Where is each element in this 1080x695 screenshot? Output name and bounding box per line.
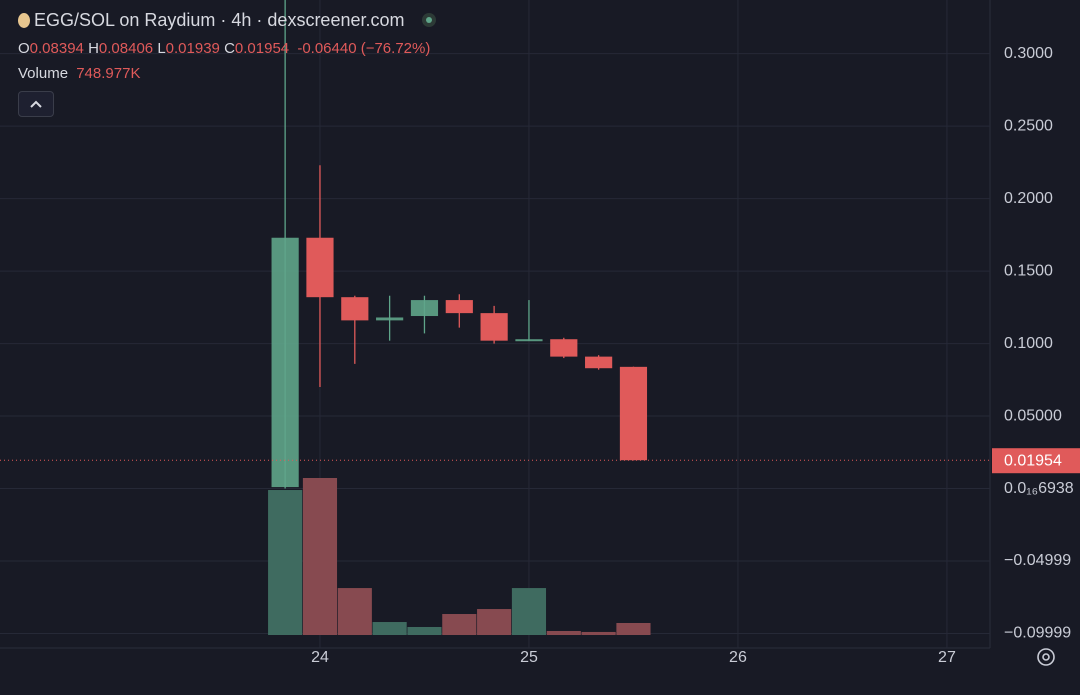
candle-body: [515, 339, 543, 342]
x-tick-label: 26: [729, 649, 747, 666]
volume-bar: [372, 622, 407, 635]
candle-body: [445, 300, 473, 314]
legend-key: H: [88, 40, 99, 57]
legend-value: 0.01954: [234, 40, 290, 57]
legend-key: Volume: [18, 65, 69, 82]
y-tick-label: 0.0₁₆6938: [1004, 480, 1074, 497]
volume-bar: [511, 588, 547, 635]
candle-body: [306, 237, 334, 298]
volume-bar: [268, 490, 303, 635]
candle-body: [480, 313, 508, 341]
candle-body: [341, 297, 369, 321]
collapse-button[interactable]: [18, 91, 54, 117]
token-icon: [18, 13, 30, 28]
y-tick-label: −0.09999: [1004, 625, 1071, 642]
header-title: EGG/SOL on Raydium · 4h · dexscreener.co…: [18, 10, 436, 31]
candle-body: [585, 356, 613, 369]
y-tick-label: 0.2000: [1004, 190, 1053, 207]
legend-key: O: [18, 40, 30, 57]
y-tick-label: 0.05000: [1004, 407, 1062, 424]
volume-bar: [302, 478, 338, 635]
gear[interactable]: [1037, 648, 1055, 666]
gear-hub[interactable]: [1042, 653, 1050, 661]
volume-bar: [546, 630, 581, 635]
y-tick-label: 0.3000: [1004, 45, 1053, 62]
candles: [271, 0, 648, 489]
x-tick-label: 27: [938, 649, 956, 666]
legend-change: -0.06440 (−76.72%): [297, 40, 431, 57]
volume-legend: Volume 748.977K: [18, 65, 140, 82]
x-tick-label: 25: [520, 649, 538, 666]
status-dot: [421, 13, 436, 27]
ohlc-legend: O0.08394 H0.08406 L0.01939 C0.01954 -0.0…: [18, 40, 430, 57]
candle-body: [410, 300, 439, 317]
volume-bars: [268, 478, 651, 635]
y-tick-label: 0.1000: [1004, 335, 1053, 352]
volume-bar: [442, 614, 477, 635]
candle-body: [619, 366, 648, 461]
y-tick-label: 0.1500: [1004, 262, 1053, 279]
settings-icon[interactable]: [1037, 648, 1055, 666]
legend-key: C: [224, 40, 235, 57]
legend-value: 0.01939: [165, 40, 220, 57]
legend-value: 0.08406: [98, 40, 154, 57]
volume-bar: [407, 626, 442, 635]
candle-body: [271, 237, 299, 488]
volume-bar: [477, 609, 512, 635]
legend-value: 0.08394: [29, 40, 84, 57]
x-tick-label: 24: [311, 649, 329, 666]
last-price-box: [992, 448, 1080, 474]
volume-bar: [337, 588, 372, 635]
volume-bar: [616, 623, 651, 635]
candle-body: [550, 339, 578, 357]
last-price-label: 0.01954: [1004, 452, 1062, 469]
volume-bar: [581, 631, 616, 635]
chevron-path[interactable]: [30, 100, 42, 108]
y-tick-label: −0.04999: [1004, 552, 1071, 569]
y-tick-label: 0.2500: [1004, 117, 1053, 134]
legend-key: L: [157, 40, 166, 57]
chevron[interactable]: [19, 92, 53, 116]
legend-value: 748.977K: [76, 65, 141, 82]
title: EGG/SOL on Raydium · 4h · dexscreener.co…: [34, 10, 405, 30]
candle-body: [376, 317, 404, 321]
